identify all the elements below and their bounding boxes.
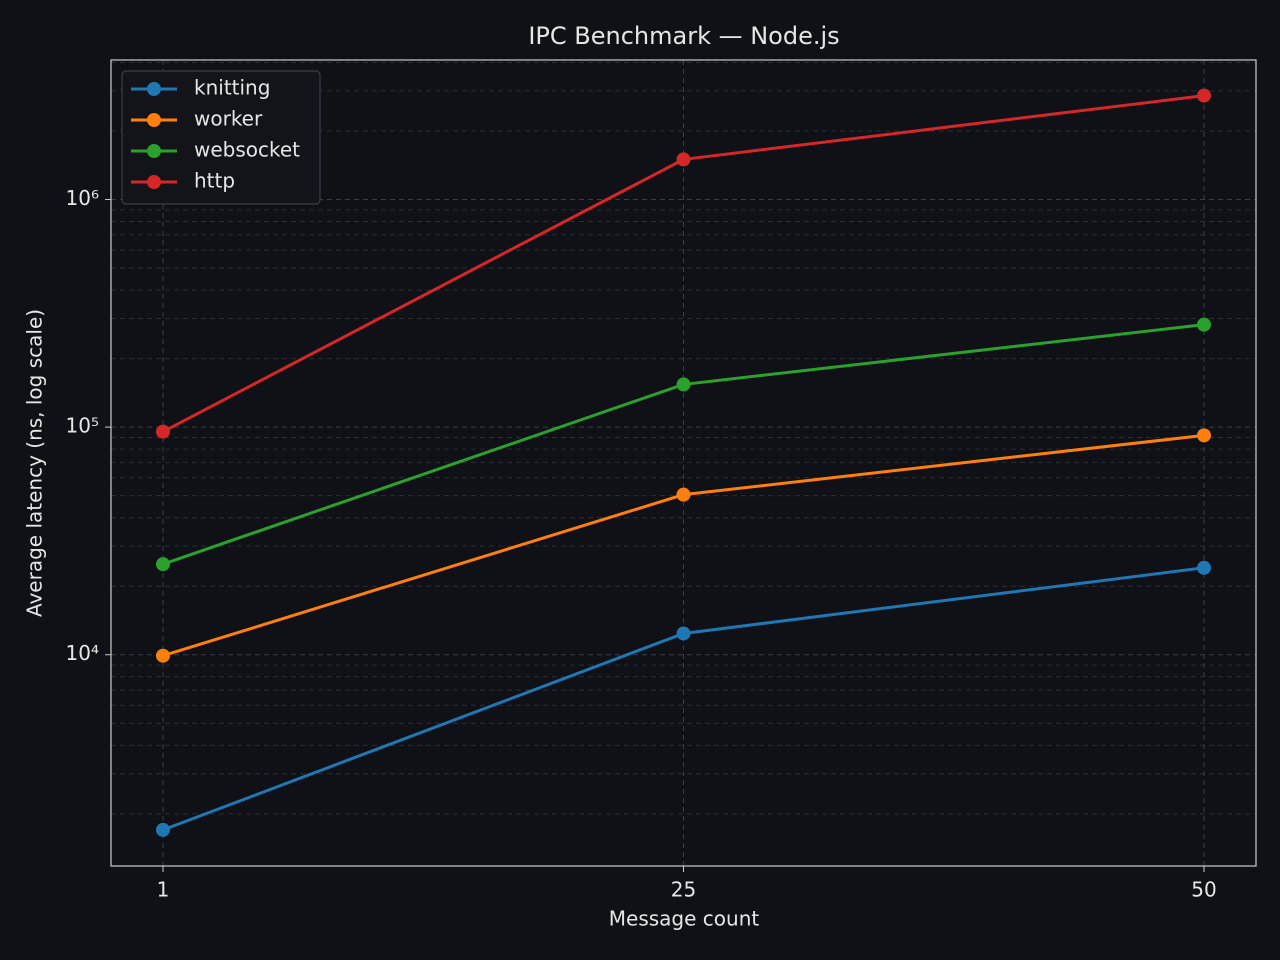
point: [1197, 428, 1211, 443]
x-tick-label: 25: [671, 878, 696, 902]
legend-label: knitting: [194, 76, 270, 100]
legend-box: [121, 70, 321, 205]
legend-label: http: [194, 169, 235, 193]
legend-marker: [147, 82, 161, 96]
legend-marker: [147, 175, 161, 189]
point: [156, 557, 170, 572]
point: [156, 424, 170, 439]
chart-title: IPC Benchmark — Node.js: [528, 22, 839, 50]
point: [1197, 560, 1211, 575]
y-axis-label: Average latency (ns, log scale): [23, 309, 47, 617]
point: [1197, 317, 1211, 332]
y-tick-label: 10⁴: [66, 641, 99, 665]
x-tick-label: 1: [157, 878, 170, 902]
legend-label: worker: [194, 107, 263, 131]
x-tick-label: 50: [1191, 878, 1216, 902]
point: [676, 626, 691, 641]
point: [156, 822, 170, 837]
y-tick-label: 10⁶: [66, 186, 99, 210]
y-tick-label: 10⁵: [66, 414, 99, 438]
point: [676, 377, 691, 392]
point: [676, 487, 691, 502]
point: [156, 648, 170, 663]
x-axis-label: Message count: [609, 907, 760, 931]
legend-marker: [147, 113, 161, 127]
plot-frame: [110, 59, 1257, 867]
legend-marker: [147, 144, 161, 158]
legend-label: websocket: [194, 138, 300, 162]
point: [1197, 88, 1211, 103]
point: [676, 152, 691, 167]
